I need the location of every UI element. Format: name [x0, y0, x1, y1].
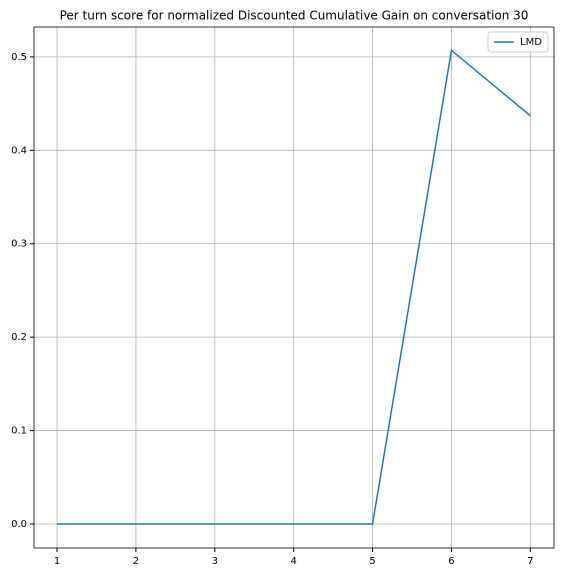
x-tick-label: 7 — [527, 556, 533, 567]
y-tick-label: 0.2 — [11, 332, 27, 343]
y-tick-label: 0.3 — [11, 239, 27, 250]
legend-box — [487, 31, 549, 53]
x-tick-label: 2 — [133, 556, 139, 567]
data-line — [57, 48, 531, 525]
chart-title: Per turn score for normalized Discounted… — [60, 9, 529, 23]
x-tick-label: 1 — [54, 556, 60, 567]
x-tick-label: 4 — [290, 556, 296, 567]
plot-frame — [33, 26, 555, 549]
x-tick-label: 5 — [369, 556, 375, 567]
y-tick-label: 0.5 — [11, 52, 27, 63]
x-tick-label: 6 — [448, 556, 454, 567]
x-tick-label: 3 — [212, 556, 218, 567]
y-tick-label: 0.4 — [11, 145, 27, 156]
y-tick-label: 0.1 — [11, 426, 27, 437]
y-tick-label: 0.0 — [11, 519, 27, 530]
legend-label: LMD — [520, 37, 542, 48]
